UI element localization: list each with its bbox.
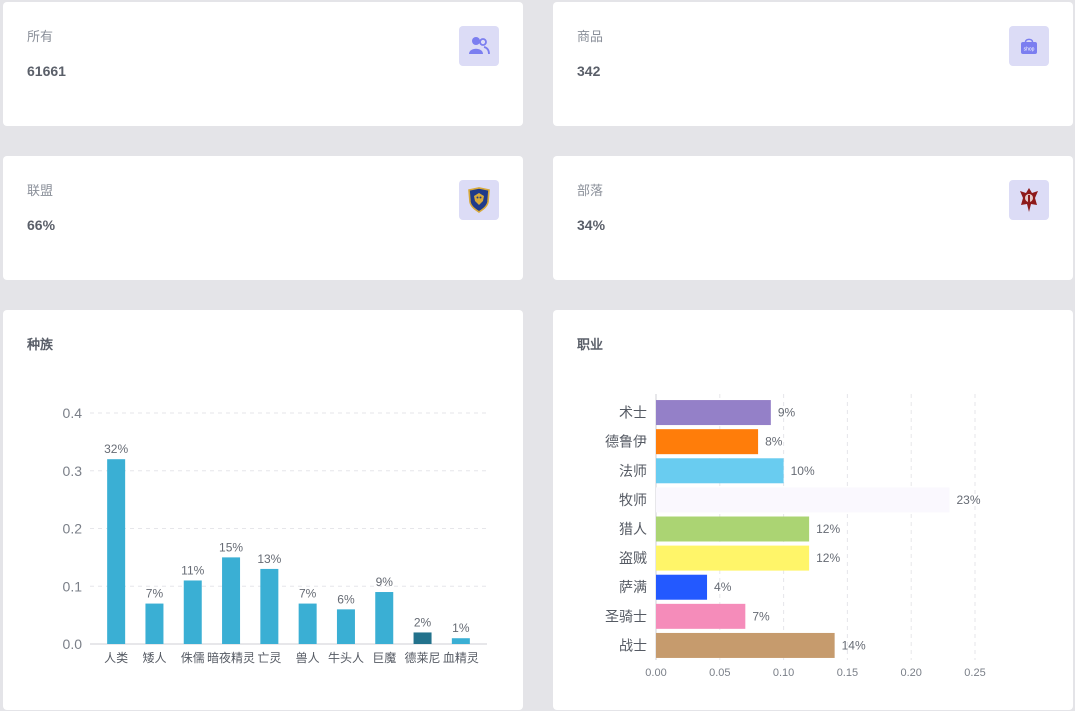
race-bar: [260, 568, 279, 644]
stat-card-all: 所有 61661: [3, 2, 523, 126]
race-bar: [183, 580, 202, 644]
x-tick-label: 0.10: [773, 667, 794, 679]
race-category-label: 矮人: [142, 651, 166, 665]
race-category-label: 血精灵: [443, 651, 479, 665]
stat-label: 联盟: [27, 183, 54, 198]
x-tick-label: 0.00: [645, 667, 666, 679]
class-bar: [656, 632, 835, 658]
stat-card-goods: 商品 342 shop: [553, 2, 1073, 126]
race-category-label: 亡灵: [257, 651, 281, 665]
class-data-label: 9%: [778, 406, 796, 420]
race-category-label: 暗夜精灵: [207, 650, 255, 665]
race-bar: [451, 638, 470, 644]
race-chart-title: 种族: [27, 337, 54, 352]
class-data-label: 23%: [956, 493, 980, 507]
class-data-label: 4%: [714, 580, 732, 594]
class-bar: [656, 574, 708, 600]
race-bar: [336, 609, 355, 644]
class-category-label: 法师: [619, 463, 647, 479]
y-tick-label: 0.4: [63, 405, 83, 421]
stat-label: 所有: [27, 29, 54, 44]
race-data-label: 7%: [299, 587, 317, 601]
stat-value: 61661: [27, 63, 66, 79]
stat-label: 部落: [577, 183, 604, 198]
shop-bag-icon: shop: [1009, 26, 1049, 66]
race-data-label: 9%: [376, 575, 394, 589]
race-bar: [298, 603, 317, 644]
stat-value: 66%: [27, 217, 56, 233]
class-bar: [656, 545, 810, 571]
stat-card-horde: 部落 34%: [553, 156, 1073, 280]
race-data-label: 6%: [337, 592, 355, 606]
x-tick-label: 0.20: [900, 667, 921, 679]
class-category-label: 德鲁伊: [605, 434, 647, 450]
stat-value: 342: [577, 63, 601, 79]
race-data-label: 2%: [414, 615, 432, 629]
race-chart-panel: 种族 0.0 0.1 0.2 0.3 0.4 32% 人类 7% 矮人 11% 侏儒 15% 暗夜精灵 1…: [3, 310, 523, 710]
alliance-emblem-icon: [459, 180, 499, 220]
class-category-label: 盗贼: [619, 550, 647, 566]
class-category-label: 术士: [619, 405, 647, 421]
class-chart-title: 职业: [577, 337, 604, 352]
race-bar: [375, 592, 394, 644]
users-icon: [459, 26, 499, 66]
race-category-label: 牛头人: [328, 650, 364, 665]
race-data-label: 11%: [181, 563, 204, 577]
x-tick-label: 0.25: [964, 667, 985, 679]
class-category-label: 猎人: [619, 521, 647, 537]
stat-value: 34%: [577, 217, 606, 233]
race-data-label: 32%: [104, 442, 128, 456]
class-data-label: 14%: [842, 638, 866, 652]
race-bar: [107, 459, 126, 644]
stat-card-alliance: 联盟 66%: [3, 156, 523, 280]
y-tick-label: 0.0: [63, 636, 83, 652]
class-chart-panel: 职业 0.00 0.05 0.10 0.15 0.20 0.25 9% 术士 8% 德鲁伊 10% 法…: [553, 310, 1073, 710]
race-category-label: 侏儒: [181, 651, 205, 665]
class-category-label: 战士: [619, 637, 647, 653]
class-bar: [656, 516, 810, 542]
y-tick-label: 0.1: [63, 578, 83, 594]
race-category-label: 人类: [104, 651, 128, 665]
class-bar: [656, 487, 950, 513]
class-data-label: 8%: [765, 435, 783, 449]
class-bar-chart: 0.00 0.05 0.10 0.15 0.20 0.25 9% 术士 8% 德鲁伊 10% 法师 23…: [605, 394, 986, 679]
x-tick-label: 0.15: [837, 667, 858, 679]
race-bar-chart: 0.0 0.1 0.2 0.3 0.4 32% 人类 7% 矮人 11% 侏儒 15% 暗夜精灵 13% 亡…: [63, 405, 487, 665]
race-bar: [222, 557, 241, 644]
x-tick-label: 0.05: [709, 667, 730, 679]
class-data-label: 12%: [816, 522, 840, 536]
race-bar: [413, 632, 432, 644]
race-category-label: 兽人: [296, 651, 320, 665]
race-data-label: 1%: [452, 621, 470, 635]
class-category-label: 圣骑士: [605, 608, 647, 624]
race-data-label: 7%: [146, 587, 164, 601]
race-category-label: 巨魔: [372, 650, 396, 665]
class-category-label: 萨满: [619, 579, 647, 595]
y-tick-label: 0.3: [63, 463, 83, 479]
class-bar: [656, 429, 759, 455]
class-data-label: 7%: [752, 609, 770, 623]
race-data-label: 15%: [219, 540, 243, 554]
horde-emblem-icon: [1009, 180, 1049, 220]
race-category-label: 德莱尼: [405, 650, 441, 665]
class-data-label: 10%: [791, 464, 815, 478]
class-data-label: 12%: [816, 551, 840, 565]
shop-bag-text: shop: [1024, 47, 1035, 53]
class-category-label: 牧师: [619, 492, 647, 508]
class-bar: [656, 458, 784, 484]
class-bar: [656, 400, 771, 426]
stat-label: 商品: [577, 29, 604, 44]
y-tick-label: 0.2: [63, 521, 83, 537]
class-bar: [656, 603, 746, 629]
race-bar: [145, 603, 164, 644]
race-data-label: 13%: [257, 552, 281, 566]
